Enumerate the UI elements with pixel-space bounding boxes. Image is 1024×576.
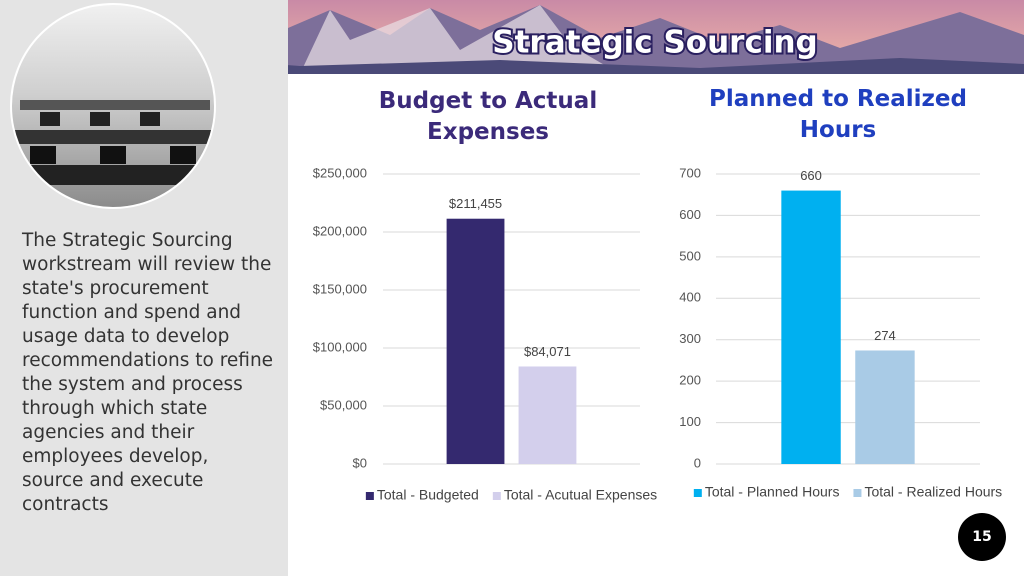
y-tick-label: 0 — [694, 455, 701, 470]
y-tick-label: $50,000 — [320, 397, 367, 412]
value-label: $84,071 — [524, 344, 571, 359]
legend-swatch — [693, 489, 702, 497]
photo — [11, 4, 215, 208]
y-tick-label: $150,000 — [313, 281, 367, 296]
page-number: 15 — [972, 529, 991, 545]
value-label: 660 — [800, 168, 822, 183]
y-tick-label: 100 — [679, 414, 701, 429]
y-tick-label: $100,000 — [313, 339, 367, 354]
legend-swatch — [853, 489, 862, 497]
bar — [446, 218, 505, 464]
legend-label: Total - Acutual Expenses — [504, 487, 657, 503]
y-tick-label: 600 — [679, 207, 701, 222]
legend-label: Total - Realized Hours — [864, 484, 1002, 500]
y-tick-label: $0 — [353, 455, 367, 470]
y-tick-label: 400 — [679, 290, 701, 305]
page-badge — [958, 513, 1006, 561]
y-tick-label: 700 — [679, 165, 701, 180]
slide-title: Strategic Sourcing — [492, 25, 817, 61]
legend-swatch — [492, 492, 501, 500]
photo-frame — [10, 3, 216, 209]
y-tick-label: 500 — [679, 248, 701, 263]
chart-title: Budget to Actual Expenses — [378, 88, 598, 145]
y-tick-label: $200,000 — [313, 223, 367, 238]
legend-label: Total - Planned Hours — [705, 484, 840, 500]
y-tick-label: $250,000 — [313, 165, 367, 180]
legend-label: Total - Budgeted — [377, 487, 479, 503]
bar — [855, 350, 915, 464]
value-label: 274 — [874, 328, 896, 343]
y-tick-label: 300 — [679, 331, 701, 346]
bar — [518, 366, 577, 464]
bar — [781, 190, 841, 465]
value-label: $211,455 — [449, 196, 502, 211]
legend-swatch — [365, 492, 374, 500]
chart-title: Planned to Realized Hours — [709, 86, 967, 143]
snow — [300, 5, 620, 74]
y-tick-label: 200 — [679, 373, 701, 388]
body-text: The Strategic Sourcing workstream will r… — [22, 230, 274, 515]
